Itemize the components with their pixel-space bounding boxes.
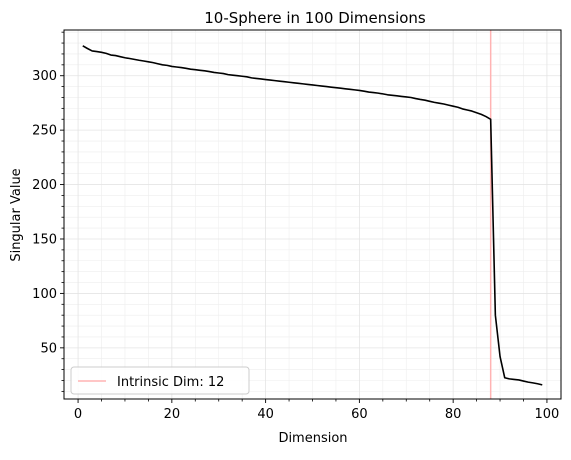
- y-axis-label: Singular Value: [9, 168, 24, 261]
- plot-area: [63, 29, 562, 400]
- y-tick-label: 150: [32, 232, 57, 247]
- minor-grid: [64, 30, 561, 399]
- legend-label: Intrinsic Dim: 12: [117, 375, 224, 390]
- singular-value-line: [82, 45, 543, 386]
- x-tick-label: 0: [74, 407, 82, 422]
- y-tick-label: 250: [32, 124, 57, 139]
- x-tick-label: 40: [257, 407, 274, 422]
- x-tick-label: 80: [445, 407, 462, 422]
- y-tick-label: 200: [32, 178, 57, 193]
- y-tick-label: 100: [32, 287, 57, 302]
- x-axis-label: Dimension: [278, 431, 347, 446]
- y-axis-ticks: 50 100 150 200 250 300: [32, 31, 64, 392]
- chart-title: 10-Sphere in 100 Dimensions: [204, 9, 426, 27]
- x-tick-label: 20: [164, 407, 181, 422]
- major-grid: [64, 30, 561, 399]
- y-tick-label: 300: [32, 69, 57, 84]
- x-axis-ticks: 0 20 40 60 80 100: [74, 399, 559, 422]
- legend-box: [70, 366, 250, 395]
- legend: Intrinsic Dim: 12: [70, 366, 250, 395]
- x-tick-label: 100: [535, 407, 560, 422]
- y-tick-label: 50: [40, 341, 57, 356]
- x-tick-label: 60: [351, 407, 368, 422]
